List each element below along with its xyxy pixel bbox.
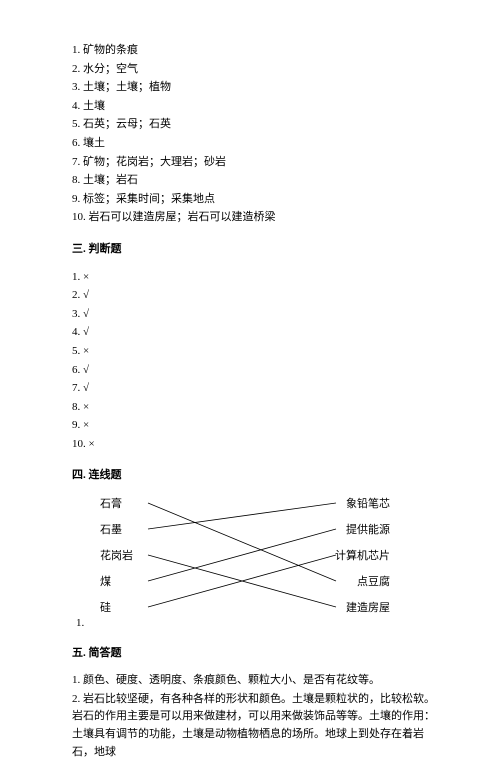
- match-right-label: 点豆腐: [357, 574, 390, 588]
- judgement-item: 7. √: [72, 380, 440, 398]
- match-line: [148, 529, 336, 581]
- match-left-label: 硅: [100, 601, 111, 614]
- answer-item: 7. 矿物；花岗岩；大理岩；砂岩: [72, 154, 440, 172]
- judgement-item: 1. ×: [72, 269, 440, 287]
- judgement-item: 5. ×: [72, 343, 440, 361]
- short-answer-item: 1. 颜色、硬度、透明度、条痕颜色、颗粒大小、是否有花纹等。: [72, 672, 440, 690]
- match-left-label: 煤: [100, 575, 111, 588]
- match-left-label: 石膏: [100, 496, 122, 510]
- judgement-item: 9. ×: [72, 417, 440, 435]
- answer-item: 10. 岩石可以建造房屋；岩石可以建造桥梁: [72, 209, 440, 227]
- judgement-item: 10. ×: [72, 436, 440, 454]
- match-left-label: 石墨: [100, 523, 122, 536]
- match-right-label: 建造房屋: [346, 600, 390, 614]
- answer-item: 2. 水分；空气: [72, 61, 440, 79]
- match-right-label: 计算机芯片: [335, 548, 390, 562]
- match-right-label: 提供能源: [346, 522, 390, 536]
- answer-item: 8. 土壤；岩石: [72, 172, 440, 190]
- section-title-matching: 四. 连线题: [72, 467, 440, 485]
- answer-item: 5. 石英；云母；石英: [72, 116, 440, 134]
- matching-diagram: 石膏石墨花岗岩煤硅 象铅笔芯提供能源计算机芯片点豆腐建造房屋: [100, 495, 440, 623]
- judgement-item: 2. √: [72, 287, 440, 305]
- judgement-item: 8. ×: [72, 399, 440, 417]
- match-line: [148, 503, 336, 581]
- answer-item: 9. 标签；采集时间；采集地点: [72, 191, 440, 209]
- match-right-label: 象铅笔芯: [346, 496, 390, 510]
- judgement-item: 3. √: [72, 306, 440, 324]
- answer-item: 4. 土壤: [72, 98, 440, 116]
- short-answer-item: 2. 岩石比较坚硬，有各种各样的形状和颜色。土壤是颗粒状的，比较松软。岩石的作用…: [72, 691, 440, 761]
- answer-item: 6. 壤土: [72, 135, 440, 153]
- match-line: [148, 503, 336, 529]
- answer-item: 1. 矿物的条痕: [72, 42, 440, 60]
- matching-number: 1.: [76, 615, 440, 633]
- judgement-list: 1. × 2. √ 3. √ 4. √ 5. × 6. √ 7. √ 8. × …: [72, 269, 440, 454]
- short-answer-list: 1. 颜色、硬度、透明度、条痕颜色、颗粒大小、是否有花纹等。 2. 岩石比较坚硬…: [72, 672, 440, 761]
- matching-svg: 石膏石墨花岗岩煤硅 象铅笔芯提供能源计算机芯片点豆腐建造房屋: [100, 495, 440, 623]
- match-left-label: 花岗岩: [100, 548, 133, 562]
- answers-list: 1. 矿物的条痕 2. 水分；空气 3. 土壤；土壤；植物 4. 土壤 5. 石…: [72, 42, 440, 227]
- section-title-short-answer: 五. 简答题: [72, 645, 440, 663]
- judgement-item: 4. √: [72, 324, 440, 342]
- judgement-item: 6. √: [72, 362, 440, 380]
- section-title-judgement: 三. 判断题: [72, 241, 440, 259]
- answer-item: 3. 土壤；土壤；植物: [72, 79, 440, 97]
